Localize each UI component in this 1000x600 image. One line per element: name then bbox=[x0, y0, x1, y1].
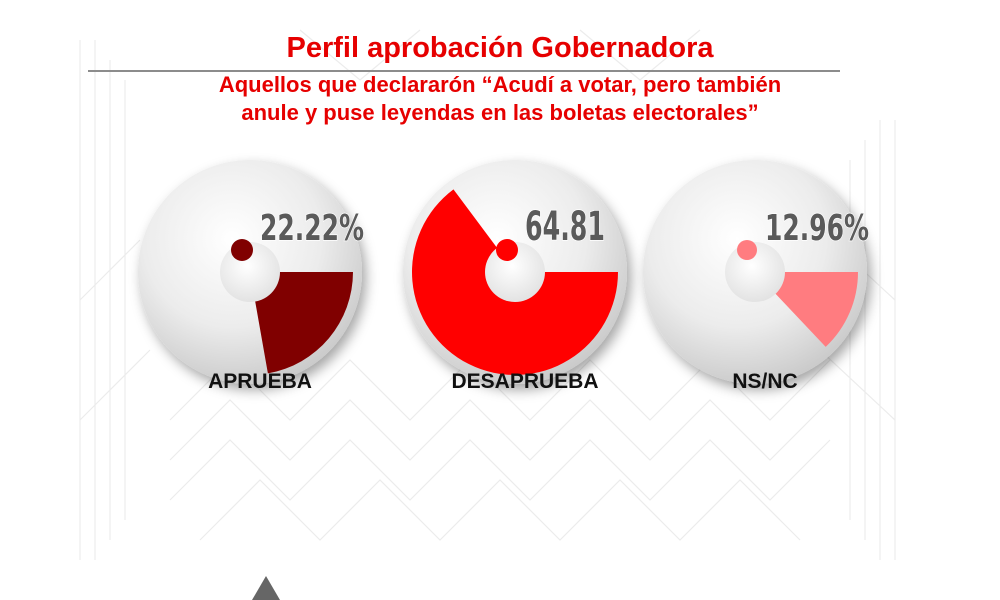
pie-slice-1 bbox=[412, 189, 618, 375]
slice-value-label-0: 22.22% bbox=[260, 208, 364, 249]
slice-value-label-1: 64.81 bbox=[525, 204, 605, 250]
subtitle-line-2: anule y puse leyendas en las boletas ele… bbox=[241, 100, 759, 125]
subtitle-line-1: Aquellos que declararón “Acudí a votar, … bbox=[218, 72, 782, 97]
pie-center-dot-0 bbox=[231, 239, 253, 261]
slice-value-label-2: 12.96% bbox=[765, 208, 869, 249]
pie-center-dot-1 bbox=[496, 239, 518, 261]
chart-title: Perfil aprobación Gobernadora bbox=[286, 32, 714, 64]
diamond-logo-icon bbox=[252, 576, 280, 600]
category-label-1: DESAPRUEBA bbox=[451, 370, 598, 393]
pie-slice-2 bbox=[774, 272, 858, 347]
chart-subtitle: Aquellos que declararón “Acudí a votar, … bbox=[0, 71, 1000, 127]
title-divider bbox=[88, 70, 840, 72]
category-label-2: NS/NC bbox=[732, 370, 797, 393]
pie-slice-0 bbox=[254, 272, 353, 374]
pie-2: 12.96% NS/NC bbox=[643, 160, 870, 393]
pie-0: 22.22% APRUEBA bbox=[138, 160, 365, 393]
pie-center-dot-2 bbox=[737, 240, 757, 260]
category-label-0: APRUEBA bbox=[208, 370, 312, 393]
pie-1: 64.81 DESAPRUEBA bbox=[403, 160, 627, 393]
